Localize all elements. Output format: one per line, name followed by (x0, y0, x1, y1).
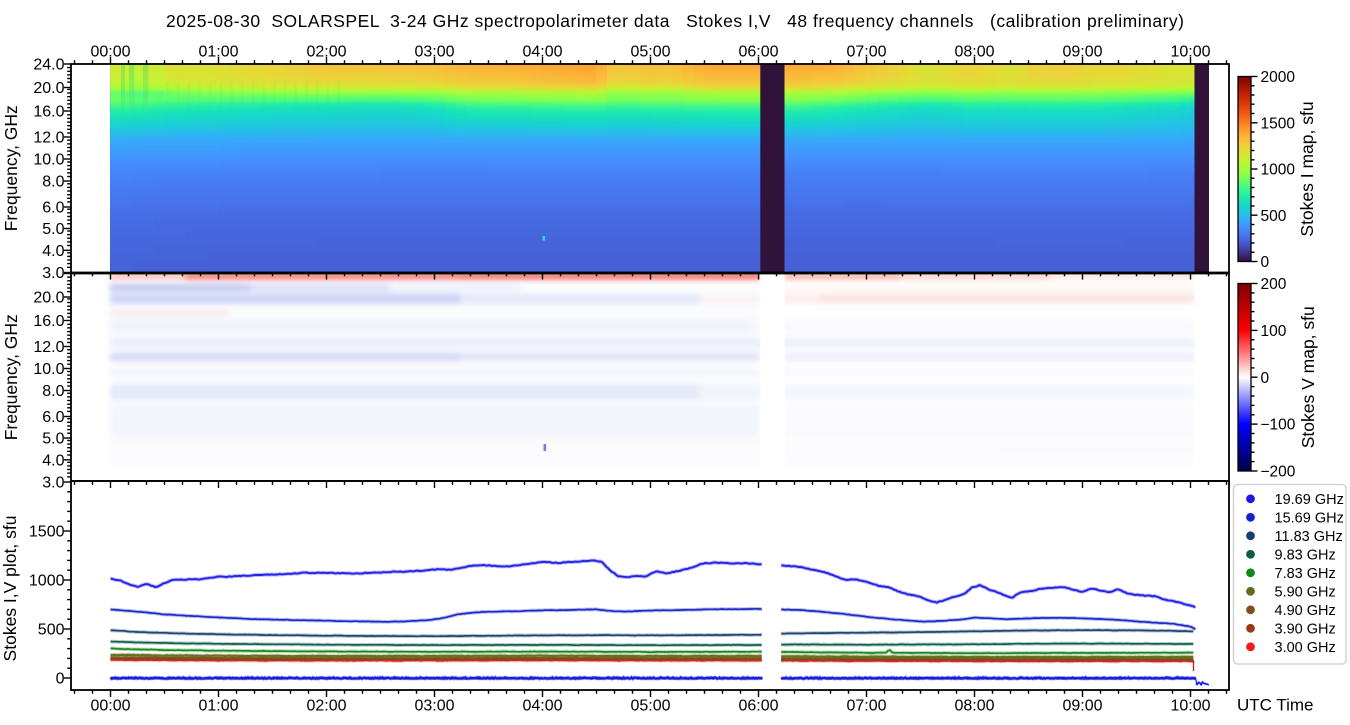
svg-text:8.0: 8.0 (42, 174, 64, 191)
svg-text:03:00: 03:00 (414, 698, 454, 715)
svg-text:4.90 GHz: 4.90 GHz (1275, 603, 1336, 619)
svg-text:10.0: 10.0 (33, 152, 64, 169)
svg-text:10:00: 10:00 (1170, 44, 1210, 61)
svg-text:7.83 GHz: 7.83 GHz (1275, 566, 1336, 582)
svg-text:Stokes V map, sfu: Stokes V map, sfu (1298, 306, 1318, 448)
svg-text:15.69 GHz: 15.69 GHz (1275, 510, 1344, 526)
svg-text:1000: 1000 (1261, 162, 1296, 179)
svg-text:200: 200 (1261, 276, 1287, 293)
svg-text:6.0: 6.0 (42, 409, 64, 426)
svg-text:Frequency, GHz: Frequency, GHz (1, 314, 21, 440)
svg-text:20.0: 20.0 (33, 80, 64, 97)
svg-text:12.0: 12.0 (33, 130, 64, 147)
svg-text:05:00: 05:00 (630, 44, 670, 61)
svg-text:UTC Time: UTC Time (1237, 696, 1314, 715)
svg-text:09:00: 09:00 (1062, 44, 1102, 61)
svg-text:−100: −100 (1261, 417, 1296, 434)
svg-text:5.0: 5.0 (42, 431, 64, 448)
svg-text:12.0: 12.0 (33, 339, 64, 356)
svg-text:08:00: 08:00 (954, 698, 994, 715)
svg-text:04:00: 04:00 (522, 44, 562, 61)
svg-text:3.00 GHz: 3.00 GHz (1275, 640, 1336, 656)
svg-text:07:00: 07:00 (846, 698, 886, 715)
svg-text:2025-08-30 SOLARSPEL 3-24 GH: 2025-08-30 SOLARSPEL 3-24 GHz spectropol… (166, 11, 1184, 31)
svg-text:01:00: 01:00 (198, 44, 238, 61)
svg-text:04:00: 04:00 (522, 698, 562, 715)
svg-text:1500: 1500 (29, 524, 65, 541)
svg-text:24.0: 24.0 (33, 57, 64, 74)
svg-text:11.83 GHz: 11.83 GHz (1275, 529, 1343, 545)
svg-text:1000: 1000 (29, 573, 65, 590)
svg-text:05:00: 05:00 (630, 698, 670, 715)
svg-text:6.0: 6.0 (42, 200, 64, 217)
svg-text:16.0: 16.0 (33, 313, 64, 330)
svg-text:01:00: 01:00 (198, 698, 238, 715)
svg-text:09:00: 09:00 (1062, 698, 1102, 715)
svg-text:00:00: 00:00 (90, 44, 130, 61)
svg-text:03:00: 03:00 (414, 44, 454, 61)
svg-text:10.0: 10.0 (33, 361, 64, 378)
svg-text:20.0: 20.0 (33, 290, 64, 307)
svg-text:19.69 GHz: 19.69 GHz (1275, 492, 1344, 508)
svg-text:0: 0 (56, 671, 65, 688)
svg-text:8.0: 8.0 (42, 383, 64, 400)
svg-text:500: 500 (1261, 208, 1287, 225)
svg-text:00:00: 00:00 (90, 698, 130, 715)
svg-text:9.83 GHz: 9.83 GHz (1275, 547, 1336, 563)
svg-text:3.0: 3.0 (42, 265, 64, 282)
svg-text:5.90 GHz: 5.90 GHz (1275, 584, 1336, 600)
svg-text:0: 0 (1261, 254, 1270, 271)
svg-text:06:00: 06:00 (738, 698, 778, 715)
svg-text:07:00: 07:00 (846, 44, 886, 61)
svg-text:500: 500 (38, 622, 65, 639)
svg-text:4.0: 4.0 (42, 243, 64, 260)
svg-text:4.0: 4.0 (42, 452, 64, 469)
svg-text:2000: 2000 (1261, 69, 1296, 86)
svg-text:−200: −200 (1261, 464, 1296, 481)
svg-text:3.90 GHz: 3.90 GHz (1275, 621, 1336, 637)
svg-text:0: 0 (1261, 370, 1270, 387)
svg-text:Stokes I,V plot, sfu: Stokes I,V plot, sfu (0, 516, 20, 662)
svg-text:5.0: 5.0 (42, 221, 64, 238)
svg-text:100: 100 (1261, 323, 1287, 340)
svg-text:02:00: 02:00 (306, 698, 346, 715)
svg-text:08:00: 08:00 (954, 44, 994, 61)
svg-text:10:00: 10:00 (1170, 698, 1210, 715)
svg-text:Stokes I map, sfu: Stokes I map, sfu (1297, 101, 1317, 236)
svg-text:Frequency, GHz: Frequency, GHz (1, 105, 21, 231)
svg-text:1500: 1500 (1261, 115, 1296, 132)
svg-text:06:00: 06:00 (738, 44, 778, 61)
svg-text:3.0: 3.0 (42, 475, 64, 492)
svg-text:02:00: 02:00 (306, 44, 346, 61)
svg-text:16.0: 16.0 (33, 104, 64, 121)
